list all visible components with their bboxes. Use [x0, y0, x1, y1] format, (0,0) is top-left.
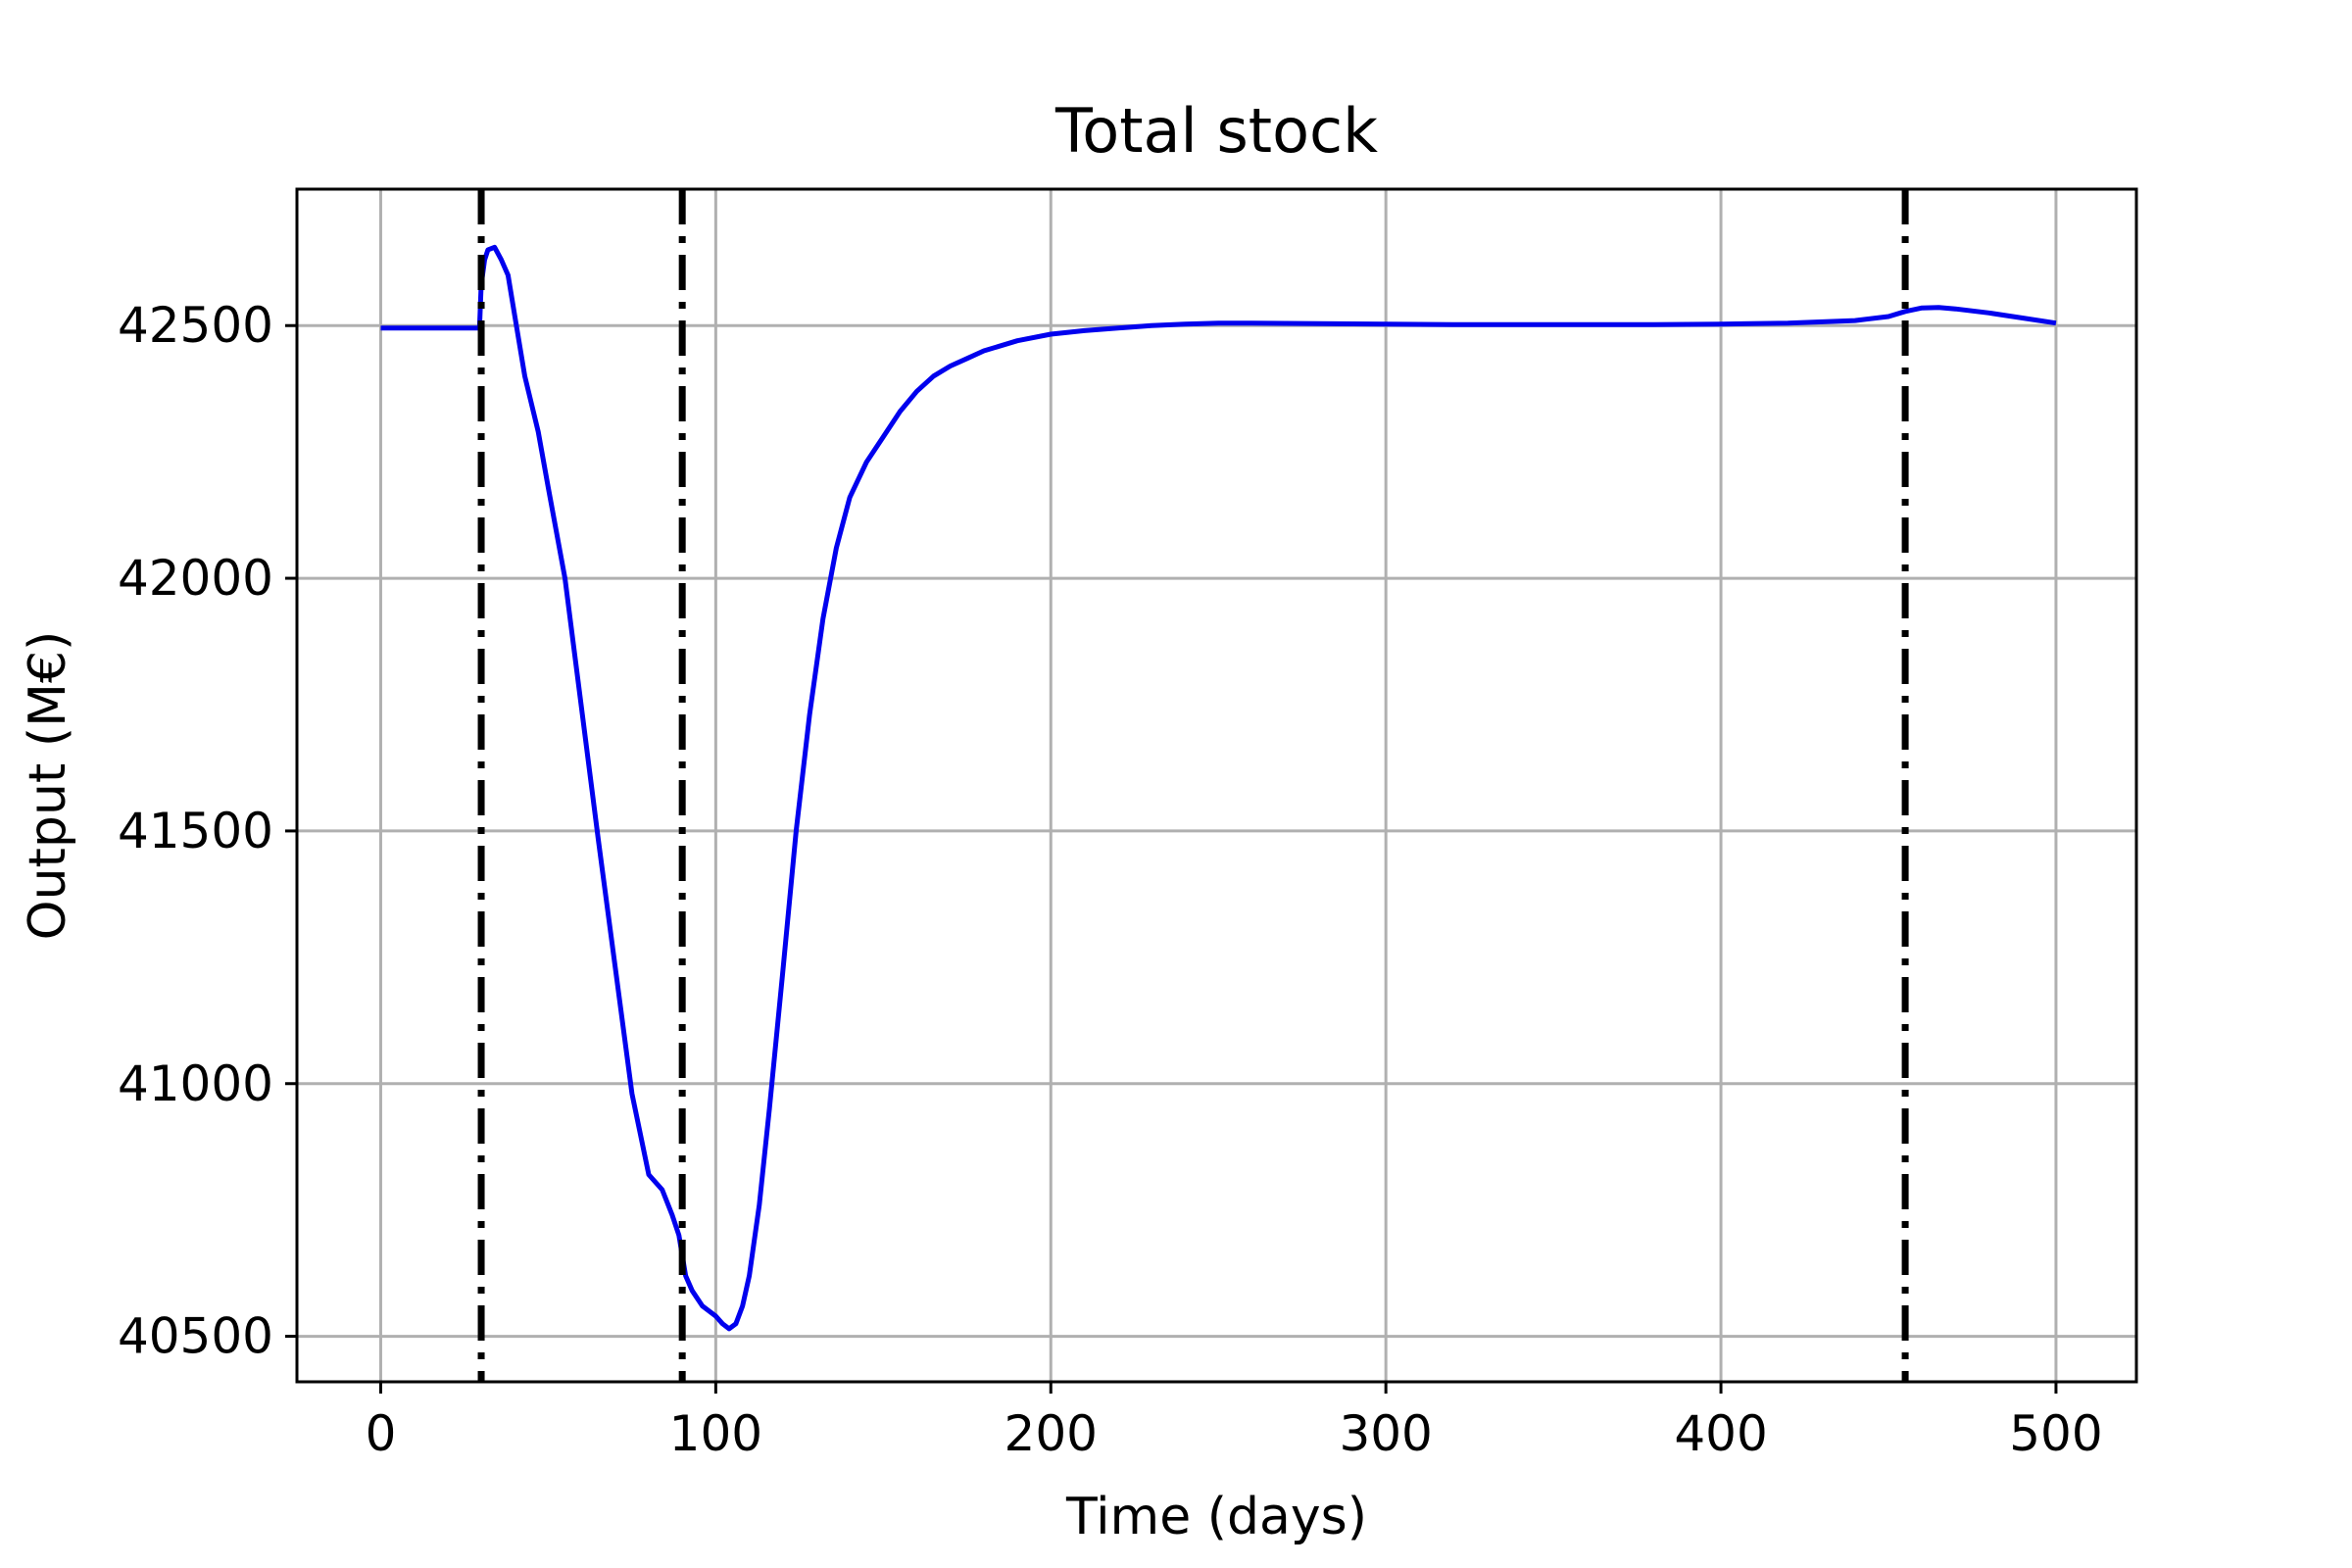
- plot-area-frame: [295, 187, 2138, 1384]
- x-tick-label: 500: [2009, 1405, 2102, 1462]
- chart-title: Total stock: [1054, 95, 1378, 167]
- x-tick-label: 400: [1674, 1405, 1767, 1462]
- x-axis-label: Time (days): [1065, 1488, 1367, 1546]
- x-axis-ticks: 0 100 200 300 400 500: [366, 1382, 2103, 1462]
- y-axis-label: Output (M€): [19, 631, 77, 941]
- y-tick-label: 41000: [118, 1055, 273, 1112]
- y-tick-label: 42000: [118, 550, 273, 607]
- x-tick-label: 300: [1339, 1405, 1432, 1462]
- event-lines: [477, 189, 1909, 1382]
- y-tick-label: 41500: [118, 803, 273, 859]
- y-axis-ticks: 40500 41000 41500 42000 42500: [118, 297, 297, 1365]
- x-tick-label: 200: [1004, 1405, 1098, 1462]
- series-layer: [380, 244, 2057, 1332]
- grid-lines: [297, 189, 2136, 1382]
- total-stock-line: [380, 244, 2057, 1332]
- y-tick-label: 42500: [118, 297, 273, 354]
- x-tick-label: 0: [366, 1405, 397, 1462]
- x-tick-label: 100: [669, 1405, 762, 1462]
- y-tick-label: 40500: [118, 1308, 273, 1365]
